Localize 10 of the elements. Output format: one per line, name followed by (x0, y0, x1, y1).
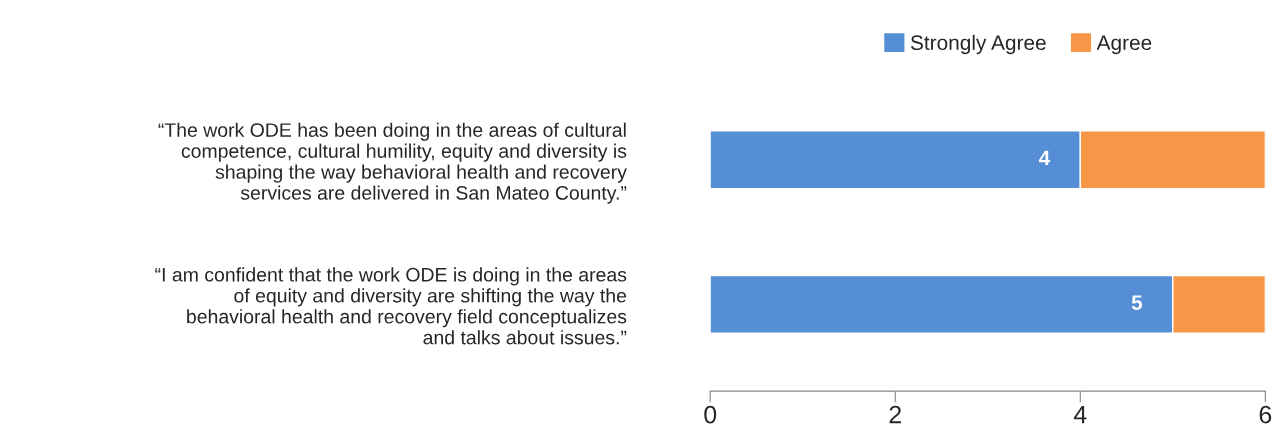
x-tick-label: 2 (889, 405, 901, 424)
x-tick-label: 6 (1259, 405, 1272, 424)
legend-label: Agree (1096, 35, 1152, 55)
x-tick-label: 0 (704, 405, 717, 424)
data-label: 5 (1131, 295, 1143, 310)
data-label: 4 (1038, 150, 1051, 166)
legend-label: Strongly Agree (910, 34, 1046, 55)
y-tick-label: “I am confident that the work ODE is doing in the areas of equity and diversity are shifting the way the behavioral health and recovery field conceptualizes and talks about issues.” (155, 267, 627, 345)
y-tick-label: “The work ODE has been doing in the areas of cultural competence, cultural humility, equity and diversity is shaping the way behavioral health and recovery services are delivered in San Mateo County.” (158, 122, 627, 204)
x-tick-label: 4 (1073, 405, 1087, 424)
